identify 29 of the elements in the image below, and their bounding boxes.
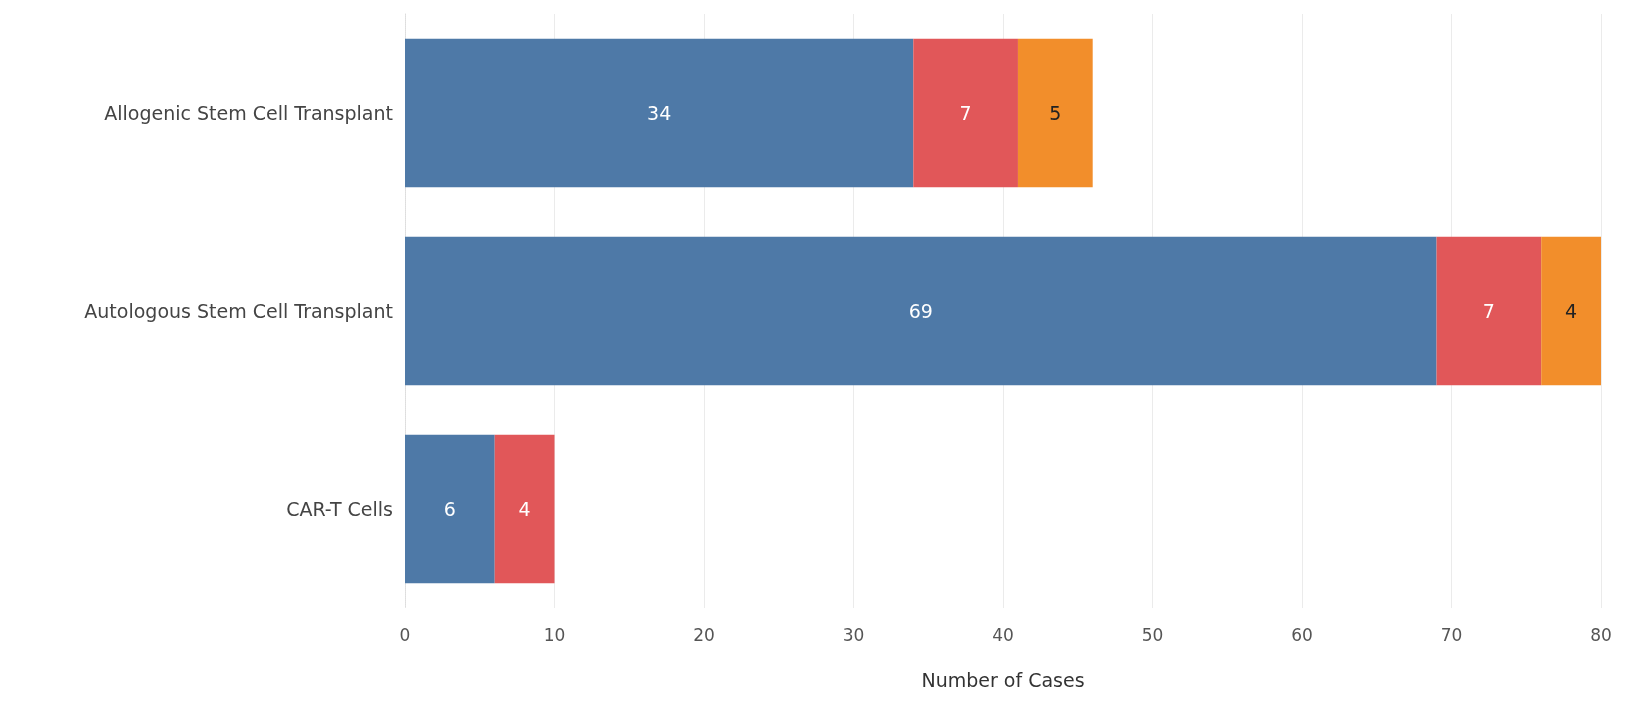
bar (405, 236, 1437, 386)
x-axis-title: Number of Cases (921, 668, 1085, 691)
x-tick-label: 0 (399, 624, 411, 645)
y-tick-label: Autologous Stem Cell Transplant (84, 300, 393, 322)
x-tick-label: 10 (543, 624, 566, 645)
bar (913, 38, 1018, 188)
x-tick-label: 50 (1141, 624, 1164, 645)
x-tick-label: 60 (1291, 624, 1313, 645)
data-label: 6 (443, 498, 456, 520)
data-label: 5 (1049, 102, 1062, 124)
x-tick-label: 20 (693, 624, 715, 645)
bar (405, 434, 495, 584)
data-label: 69 (908, 300, 933, 322)
x-tick-label: 70 (1440, 624, 1463, 645)
y-tick-label: Allogenic Stem Cell Transplant (104, 102, 393, 124)
data-label: 34 (647, 102, 672, 124)
x-tick-label: 80 (1590, 624, 1612, 645)
x-tick-label: 40 (992, 624, 1014, 645)
data-label: 7 (959, 102, 972, 124)
bar (405, 38, 914, 188)
data-label: 4 (518, 498, 531, 520)
bar (494, 434, 555, 584)
x-tick-label: 30 (842, 624, 865, 645)
bar (1017, 38, 1093, 188)
bar (1541, 236, 1601, 386)
data-label: 7 (1482, 300, 1495, 322)
y-tick-label: CAR-T Cells (286, 498, 393, 520)
bar (1436, 236, 1542, 386)
data-label: 4 (1565, 300, 1578, 322)
